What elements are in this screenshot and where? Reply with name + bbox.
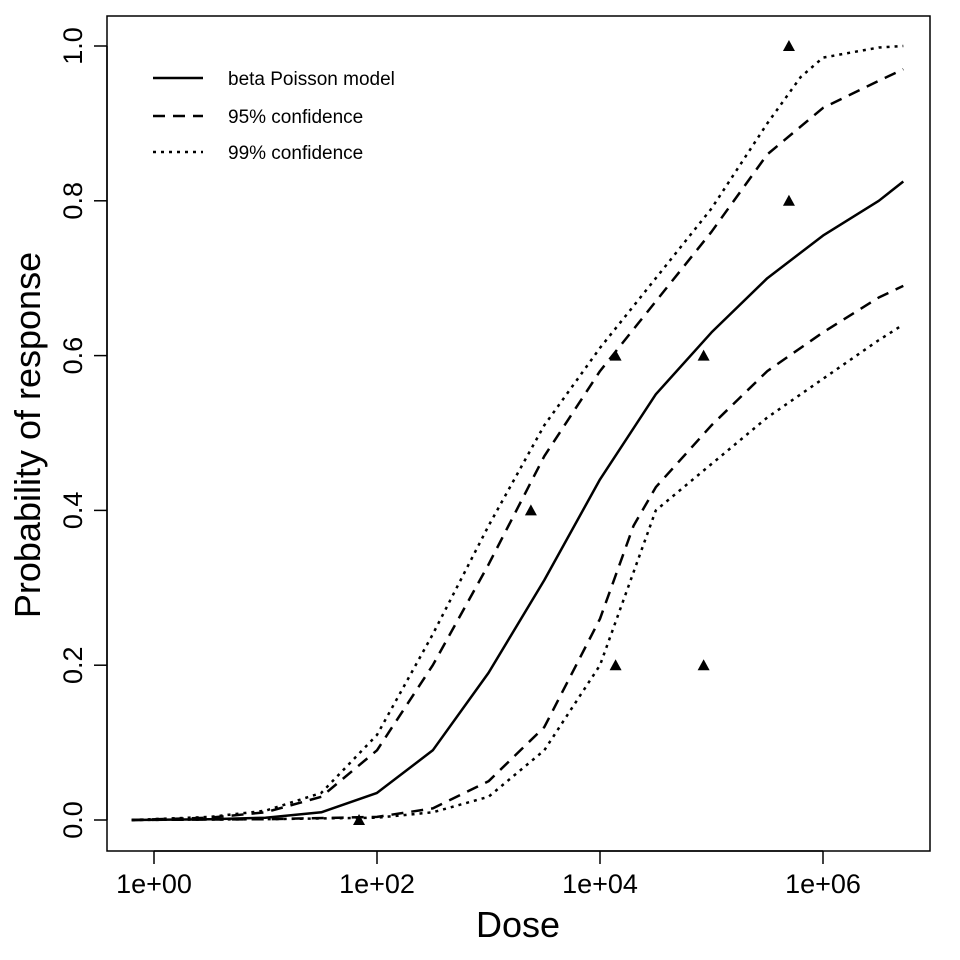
series-line-dotted bbox=[131, 323, 904, 822]
series-line-dotted bbox=[131, 44, 904, 822]
y-axis-label: Probability of response bbox=[7, 252, 48, 618]
series-line-dashed bbox=[131, 68, 904, 822]
x-tick-label: 1e+04 bbox=[562, 869, 638, 899]
legend-label: 99% confidence bbox=[228, 143, 363, 164]
series-line-solid bbox=[131, 180, 905, 822]
plot-frame bbox=[106, 15, 931, 852]
legend-label: 95% confidence bbox=[228, 107, 363, 128]
x-tick-label: 1e+02 bbox=[339, 869, 415, 899]
y-tick-label: 0.4 bbox=[58, 492, 88, 530]
legend-label: beta Poisson model bbox=[228, 69, 395, 90]
data-point-triangle bbox=[697, 659, 710, 671]
y-tick-label: 0.2 bbox=[58, 646, 88, 684]
x-tick-label: 1e+06 bbox=[785, 869, 861, 899]
data-point-triangle bbox=[697, 349, 710, 361]
series-line-dashed bbox=[131, 284, 904, 822]
y-tick-label: 0.6 bbox=[58, 337, 88, 375]
data-point-triangle bbox=[609, 349, 622, 361]
x-axis-label: Dose bbox=[476, 904, 560, 945]
data-point-triangle bbox=[782, 194, 795, 206]
y-tick-label: 0.8 bbox=[58, 182, 88, 220]
x-tick-label: 1e+00 bbox=[116, 869, 192, 899]
data-point-triangle bbox=[782, 40, 795, 51]
data-point-triangle bbox=[353, 814, 366, 825]
data-point-triangle bbox=[609, 659, 622, 671]
y-tick-label: 1.0 bbox=[58, 27, 88, 65]
data-point-triangle bbox=[524, 504, 537, 516]
legend: beta Poisson model 95% confidence 99% co… bbox=[153, 69, 395, 164]
y-tick-label: 0.0 bbox=[58, 801, 88, 839]
